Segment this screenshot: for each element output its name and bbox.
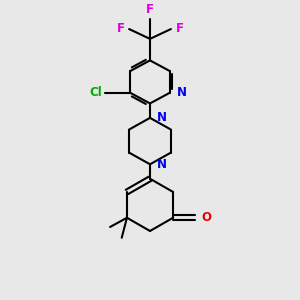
Text: N: N [157, 111, 167, 124]
Text: F: F [146, 3, 154, 16]
Text: Cl: Cl [89, 86, 102, 99]
Text: F: F [176, 22, 184, 34]
Text: N: N [157, 158, 167, 171]
Text: N: N [177, 86, 187, 99]
Text: F: F [116, 22, 124, 34]
Text: O: O [201, 211, 211, 224]
